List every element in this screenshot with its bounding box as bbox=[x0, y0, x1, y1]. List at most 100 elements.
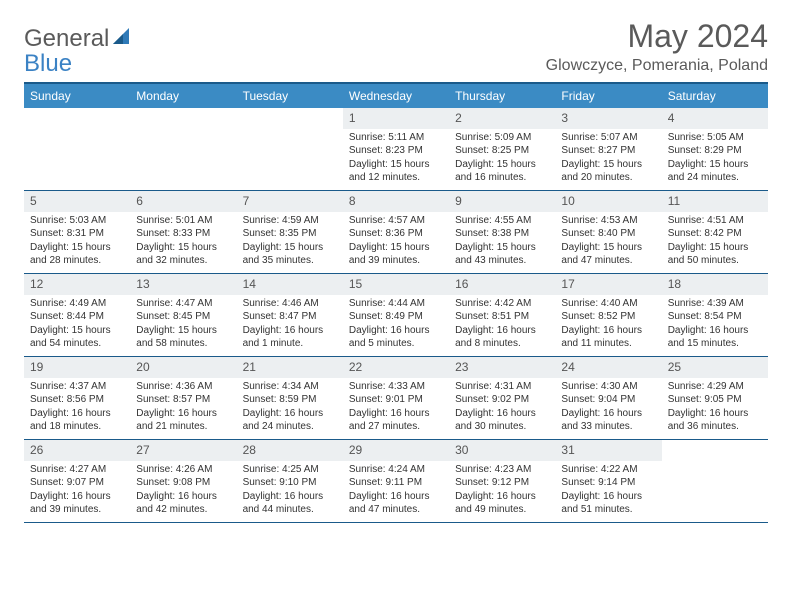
day-number: 12 bbox=[24, 274, 130, 294]
sunrise-text: Sunrise: 4:47 AM bbox=[136, 297, 230, 311]
day-number: 29 bbox=[343, 440, 449, 460]
day-cell: 15Sunrise: 4:44 AMSunset: 8:49 PMDayligh… bbox=[343, 274, 449, 356]
daylight-text: Daylight: 16 hours and 27 minutes. bbox=[349, 407, 443, 434]
sunset-text: Sunset: 8:33 PM bbox=[136, 227, 230, 241]
sunrise-text: Sunrise: 4:27 AM bbox=[30, 463, 124, 477]
day-info: Sunrise: 4:23 AMSunset: 9:12 PMDaylight:… bbox=[449, 461, 555, 521]
sunset-text: Sunset: 9:08 PM bbox=[136, 476, 230, 490]
day-info: Sunrise: 4:30 AMSunset: 9:04 PMDaylight:… bbox=[555, 378, 661, 438]
daylight-text: Daylight: 16 hours and 1 minute. bbox=[243, 324, 337, 351]
sunset-text: Sunset: 9:14 PM bbox=[561, 476, 655, 490]
daylight-text: Daylight: 15 hours and 39 minutes. bbox=[349, 241, 443, 268]
sunset-text: Sunset: 8:45 PM bbox=[136, 310, 230, 324]
weeks-container: 1Sunrise: 5:11 AMSunset: 8:23 PMDaylight… bbox=[24, 108, 768, 523]
day-of-week-row: Sunday Monday Tuesday Wednesday Thursday… bbox=[24, 84, 768, 108]
day-info: Sunrise: 4:27 AMSunset: 9:07 PMDaylight:… bbox=[24, 461, 130, 521]
brand-logo: GeneralBlue bbox=[24, 18, 131, 76]
day-cell: 29Sunrise: 4:24 AMSunset: 9:11 PMDayligh… bbox=[343, 440, 449, 522]
day-cell: 4Sunrise: 5:05 AMSunset: 8:29 PMDaylight… bbox=[662, 108, 768, 190]
daylight-text: Daylight: 16 hours and 11 minutes. bbox=[561, 324, 655, 351]
day-cell: 17Sunrise: 4:40 AMSunset: 8:52 PMDayligh… bbox=[555, 274, 661, 356]
day-cell bbox=[130, 108, 236, 190]
sunrise-text: Sunrise: 5:09 AM bbox=[455, 131, 549, 145]
sunset-text: Sunset: 8:25 PM bbox=[455, 144, 549, 158]
sunset-text: Sunset: 9:10 PM bbox=[243, 476, 337, 490]
day-number: 1 bbox=[343, 108, 449, 128]
day-info: Sunrise: 5:03 AMSunset: 8:31 PMDaylight:… bbox=[24, 212, 130, 272]
day-number: 6 bbox=[130, 191, 236, 211]
daylight-text: Daylight: 16 hours and 42 minutes. bbox=[136, 490, 230, 517]
dow-tuesday: Tuesday bbox=[237, 84, 343, 108]
day-cell bbox=[237, 108, 343, 190]
sunset-text: Sunset: 8:49 PM bbox=[349, 310, 443, 324]
daylight-text: Daylight: 15 hours and 12 minutes. bbox=[349, 158, 443, 185]
day-cell: 26Sunrise: 4:27 AMSunset: 9:07 PMDayligh… bbox=[24, 440, 130, 522]
dow-friday: Friday bbox=[555, 84, 661, 108]
calendar-page: GeneralBlue May 2024 Glowczyce, Pomerani… bbox=[0, 0, 792, 533]
sunrise-text: Sunrise: 4:39 AM bbox=[668, 297, 762, 311]
day-cell: 30Sunrise: 4:23 AMSunset: 9:12 PMDayligh… bbox=[449, 440, 555, 522]
day-number: 21 bbox=[237, 357, 343, 377]
day-cell: 6Sunrise: 5:01 AMSunset: 8:33 PMDaylight… bbox=[130, 191, 236, 273]
day-number: 27 bbox=[130, 440, 236, 460]
day-number: 24 bbox=[555, 357, 661, 377]
day-cell: 27Sunrise: 4:26 AMSunset: 9:08 PMDayligh… bbox=[130, 440, 236, 522]
dow-saturday: Saturday bbox=[662, 84, 768, 108]
sunset-text: Sunset: 8:56 PM bbox=[30, 393, 124, 407]
day-cell: 3Sunrise: 5:07 AMSunset: 8:27 PMDaylight… bbox=[555, 108, 661, 190]
dow-wednesday: Wednesday bbox=[343, 84, 449, 108]
daylight-text: Daylight: 15 hours and 47 minutes. bbox=[561, 241, 655, 268]
week-row: 26Sunrise: 4:27 AMSunset: 9:07 PMDayligh… bbox=[24, 440, 768, 523]
sunrise-text: Sunrise: 5:01 AM bbox=[136, 214, 230, 228]
week-row: 12Sunrise: 4:49 AMSunset: 8:44 PMDayligh… bbox=[24, 274, 768, 357]
sunrise-text: Sunrise: 4:29 AM bbox=[668, 380, 762, 394]
day-info: Sunrise: 4:44 AMSunset: 8:49 PMDaylight:… bbox=[343, 295, 449, 355]
sunset-text: Sunset: 8:29 PM bbox=[668, 144, 762, 158]
daylight-text: Daylight: 16 hours and 30 minutes. bbox=[455, 407, 549, 434]
sunrise-text: Sunrise: 4:37 AM bbox=[30, 380, 124, 394]
sail-icon bbox=[111, 26, 131, 46]
day-info: Sunrise: 4:31 AMSunset: 9:02 PMDaylight:… bbox=[449, 378, 555, 438]
day-info: Sunrise: 4:37 AMSunset: 8:56 PMDaylight:… bbox=[24, 378, 130, 438]
sunset-text: Sunset: 8:27 PM bbox=[561, 144, 655, 158]
month-title: May 2024 bbox=[546, 18, 768, 55]
sunset-text: Sunset: 9:02 PM bbox=[455, 393, 549, 407]
sunrise-text: Sunrise: 4:57 AM bbox=[349, 214, 443, 228]
daylight-text: Daylight: 16 hours and 51 minutes. bbox=[561, 490, 655, 517]
daylight-text: Daylight: 16 hours and 47 minutes. bbox=[349, 490, 443, 517]
brand-part1: General bbox=[24, 25, 109, 52]
dow-sunday: Sunday bbox=[24, 84, 130, 108]
day-cell: 19Sunrise: 4:37 AMSunset: 8:56 PMDayligh… bbox=[24, 357, 130, 439]
day-info: Sunrise: 5:07 AMSunset: 8:27 PMDaylight:… bbox=[555, 129, 661, 189]
day-info: Sunrise: 4:59 AMSunset: 8:35 PMDaylight:… bbox=[237, 212, 343, 272]
day-number: 15 bbox=[343, 274, 449, 294]
sunset-text: Sunset: 9:04 PM bbox=[561, 393, 655, 407]
day-cell: 5Sunrise: 5:03 AMSunset: 8:31 PMDaylight… bbox=[24, 191, 130, 273]
day-info: Sunrise: 5:09 AMSunset: 8:25 PMDaylight:… bbox=[449, 129, 555, 189]
day-info: Sunrise: 4:55 AMSunset: 8:38 PMDaylight:… bbox=[449, 212, 555, 272]
sunset-text: Sunset: 8:59 PM bbox=[243, 393, 337, 407]
daylight-text: Daylight: 16 hours and 18 minutes. bbox=[30, 407, 124, 434]
day-cell: 9Sunrise: 4:55 AMSunset: 8:38 PMDaylight… bbox=[449, 191, 555, 273]
day-info: Sunrise: 5:11 AMSunset: 8:23 PMDaylight:… bbox=[343, 129, 449, 189]
day-number: 4 bbox=[662, 108, 768, 128]
sunset-text: Sunset: 8:35 PM bbox=[243, 227, 337, 241]
day-number: 18 bbox=[662, 274, 768, 294]
daylight-text: Daylight: 15 hours and 35 minutes. bbox=[243, 241, 337, 268]
calendar-grid: Sunday Monday Tuesday Wednesday Thursday… bbox=[24, 82, 768, 523]
daylight-text: Daylight: 15 hours and 50 minutes. bbox=[668, 241, 762, 268]
daylight-text: Daylight: 15 hours and 28 minutes. bbox=[30, 241, 124, 268]
sunset-text: Sunset: 9:11 PM bbox=[349, 476, 443, 490]
day-info: Sunrise: 4:26 AMSunset: 9:08 PMDaylight:… bbox=[130, 461, 236, 521]
day-info: Sunrise: 4:40 AMSunset: 8:52 PMDaylight:… bbox=[555, 295, 661, 355]
day-info: Sunrise: 4:51 AMSunset: 8:42 PMDaylight:… bbox=[662, 212, 768, 272]
daylight-text: Daylight: 16 hours and 5 minutes. bbox=[349, 324, 443, 351]
day-cell: 11Sunrise: 4:51 AMSunset: 8:42 PMDayligh… bbox=[662, 191, 768, 273]
day-number: 17 bbox=[555, 274, 661, 294]
daylight-text: Daylight: 15 hours and 20 minutes. bbox=[561, 158, 655, 185]
day-number: 2 bbox=[449, 108, 555, 128]
day-number bbox=[662, 440, 768, 460]
page-header: GeneralBlue May 2024 Glowczyce, Pomerani… bbox=[24, 18, 768, 76]
day-cell: 20Sunrise: 4:36 AMSunset: 8:57 PMDayligh… bbox=[130, 357, 236, 439]
sunrise-text: Sunrise: 4:44 AM bbox=[349, 297, 443, 311]
